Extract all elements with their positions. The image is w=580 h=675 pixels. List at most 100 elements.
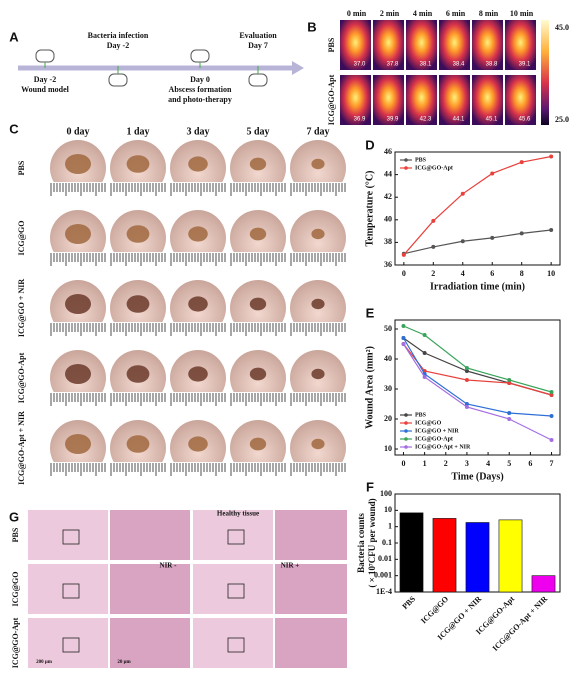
row-label: ICG@GO <box>11 572 20 607</box>
mouse-icon <box>190 49 210 63</box>
legend-label: ICG@GO-Apt <box>415 165 453 171</box>
x-tick-label: 1 <box>423 459 427 468</box>
reading: 36.9 <box>354 117 366 123</box>
y-axis-label: ( × 10⁷CFU per wound) <box>367 498 377 587</box>
thermal-image <box>505 20 536 70</box>
x-tick-label: ICG@GO-Apt + NIR <box>491 594 550 653</box>
point <box>422 375 427 379</box>
wound <box>65 224 91 244</box>
x-tick-label: 7 <box>550 459 554 468</box>
zoom-box <box>227 637 245 653</box>
y-tick-label: 40 <box>384 354 392 363</box>
row-label: ICG@GO-Apt <box>17 352 26 403</box>
y-tick-label: 0.01 <box>378 554 392 563</box>
y-tick-label: 44 <box>384 169 392 178</box>
label: 8 min <box>479 9 499 18</box>
histology <box>28 618 108 668</box>
column-label: 7 day <box>306 126 329 137</box>
wound <box>249 437 267 451</box>
mouse-icon <box>108 73 128 87</box>
point <box>549 438 554 442</box>
wound <box>311 228 325 240</box>
wound <box>126 435 150 453</box>
panel-g: G PBS ICG@GO ICG@GO-Apt Healthy tissue NIR - N… <box>9 509 347 668</box>
legend-marker <box>404 413 408 417</box>
column-label: 5 day <box>246 126 269 137</box>
label: NIR - <box>160 562 178 570</box>
wound <box>311 368 325 380</box>
reading: 42.3 <box>420 117 432 123</box>
y-axis-label: Bacteria counts <box>356 513 366 573</box>
row-label: PBS <box>11 527 20 542</box>
wound <box>188 296 208 312</box>
label: 4 min <box>413 9 433 18</box>
reading: 39.9 <box>387 117 399 123</box>
wound <box>65 154 91 174</box>
histology <box>110 510 190 560</box>
row-label: ICG@GO-Apt + NIR <box>17 411 26 485</box>
panel-label: B <box>307 19 316 34</box>
reading: 38.8 <box>486 62 498 68</box>
y-tick-label: 42 <box>384 192 392 201</box>
y-tick-label: 10 <box>384 505 392 514</box>
legend-label: PBS <box>415 412 427 418</box>
point <box>464 402 469 406</box>
y-tick-label: 40 <box>384 215 392 224</box>
label: Day 0 <box>190 75 210 84</box>
row-label: ICG@GO + NIR <box>17 279 26 337</box>
label: 2 min <box>380 9 400 18</box>
wound <box>188 226 208 242</box>
thermal-image <box>505 75 536 125</box>
reading: 37.0 <box>354 62 366 68</box>
timeline-arrow <box>292 61 304 75</box>
x-tick-label: 4 <box>486 459 490 468</box>
label: NIR + <box>281 562 300 570</box>
legend-marker <box>404 429 408 433</box>
y-tick-label: 0.1 <box>382 538 392 547</box>
thermal-image <box>406 75 437 125</box>
point <box>401 252 406 257</box>
histology <box>275 564 347 614</box>
legend-marker <box>404 437 408 441</box>
wound <box>65 434 91 454</box>
legend-label: ICG@GO <box>415 420 442 426</box>
point <box>549 393 554 397</box>
thermal-image <box>340 75 371 125</box>
wound <box>65 294 91 314</box>
point <box>490 171 495 176</box>
point <box>431 218 436 223</box>
point <box>422 333 427 337</box>
thermal-image <box>373 75 404 125</box>
wound <box>188 366 208 382</box>
histology <box>110 618 190 668</box>
wound <box>249 227 267 241</box>
label: Day -2 <box>107 41 129 50</box>
wound <box>188 436 208 452</box>
point <box>549 414 554 418</box>
x-tick-label: ICG@GO <box>419 594 450 625</box>
series-line <box>403 337 552 396</box>
x-tick-label: 10 <box>547 269 555 278</box>
point <box>422 351 427 355</box>
panel-label: G <box>9 509 19 524</box>
legend-label: PBS <box>415 157 427 163</box>
reading: 39.1 <box>519 62 531 68</box>
label: Evaluation <box>239 31 277 40</box>
point <box>507 378 512 382</box>
y-tick-label: 1 <box>388 521 392 530</box>
label: Abscess formation <box>169 85 232 94</box>
histology <box>28 564 108 614</box>
x-tick-label: 2 <box>444 459 448 468</box>
row-label: ICG@GO-Apt <box>327 74 336 125</box>
y-tick-label: 50 <box>384 324 392 333</box>
point <box>464 378 469 382</box>
series-line <box>403 155 552 256</box>
point <box>401 324 406 328</box>
y-tick-label: 20 <box>384 414 392 423</box>
wound <box>311 158 325 170</box>
panel-label: D <box>365 137 374 152</box>
wound <box>249 157 267 171</box>
wound <box>65 364 91 384</box>
x-tick-label: 0 <box>401 459 405 468</box>
